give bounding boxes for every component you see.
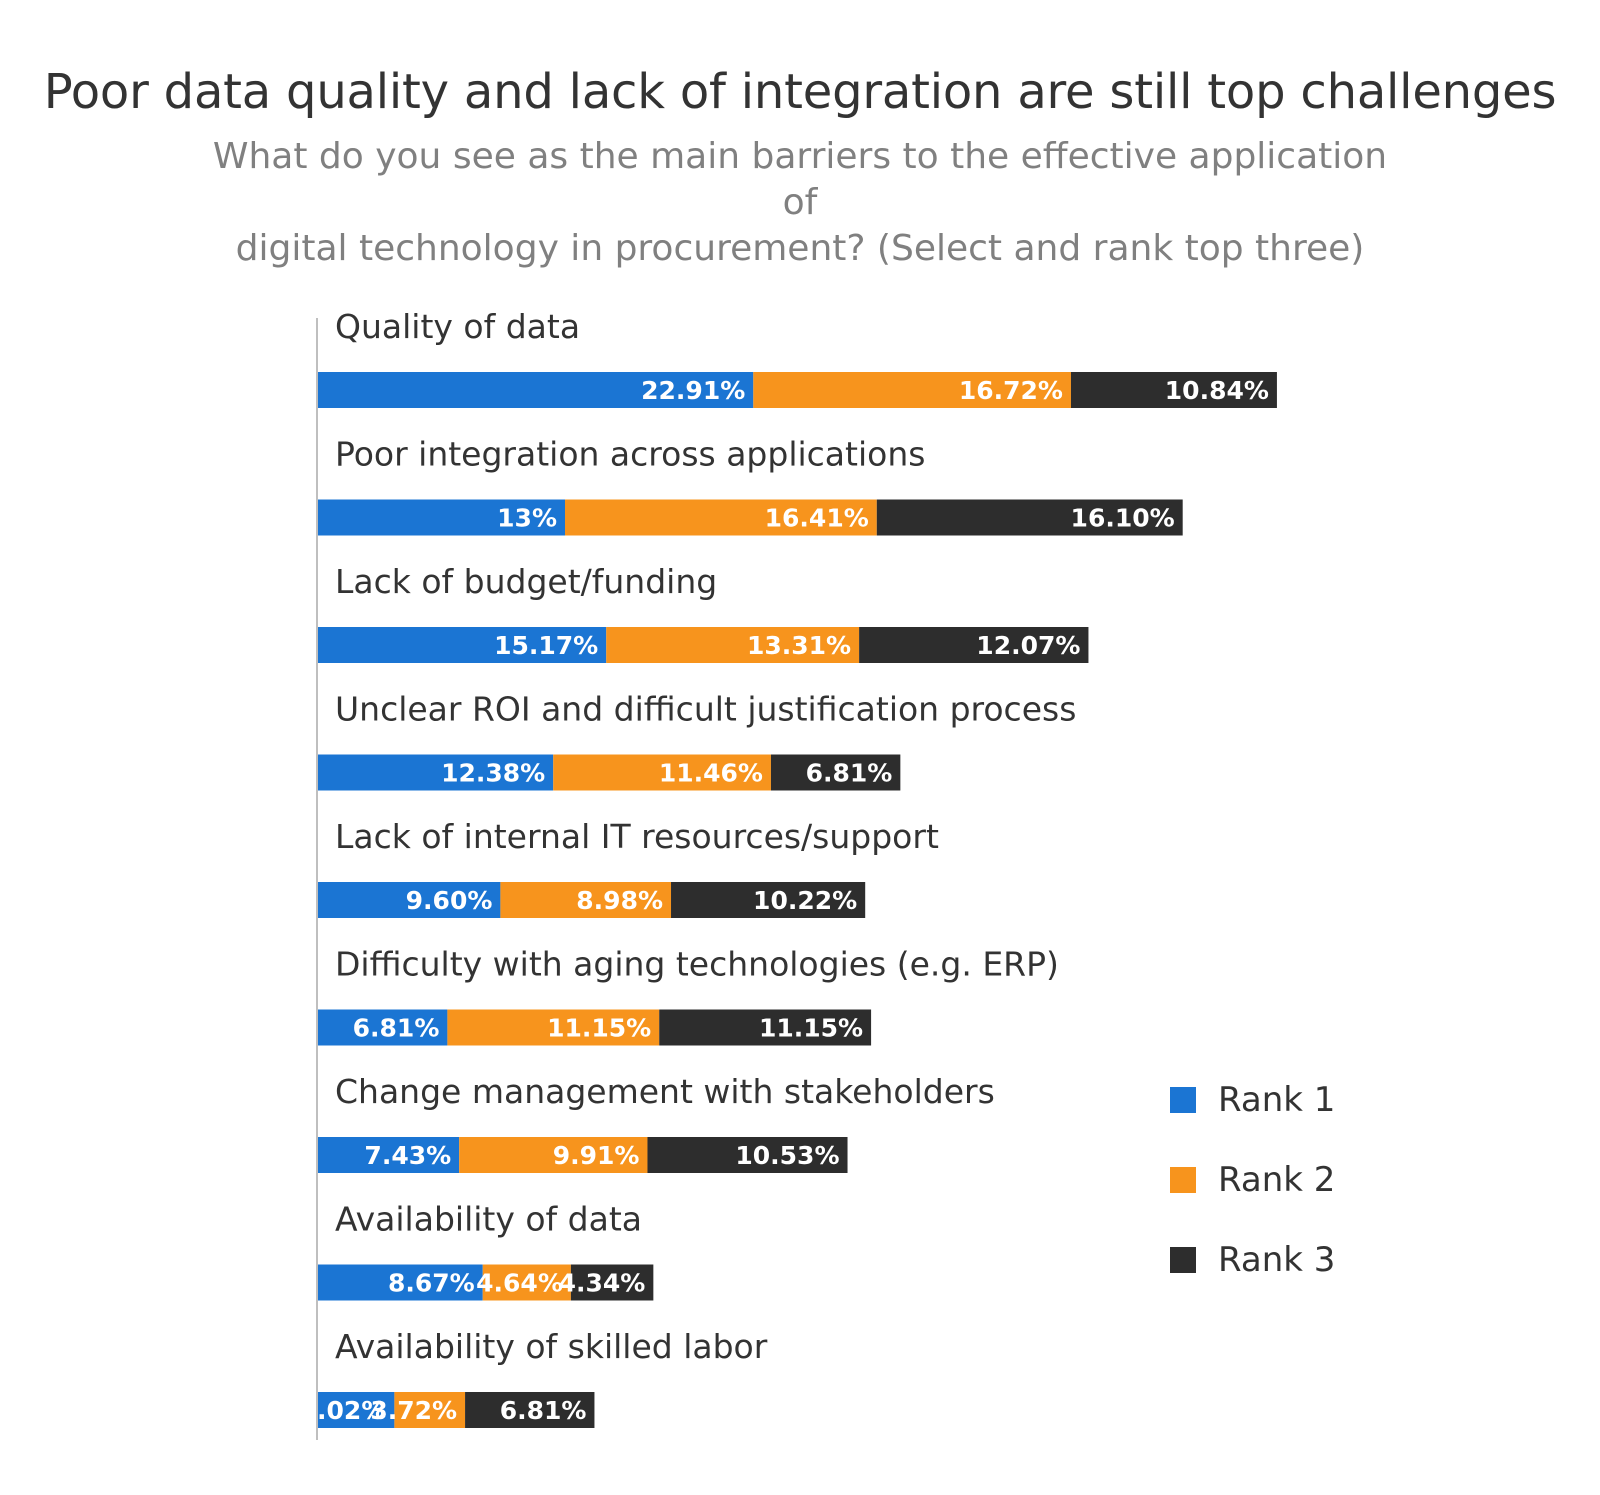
value-label-availability-of-data-rank-2: 4.64% [476,1269,563,1298]
chart-subtitle: What do you see as the main barriers to … [200,134,1400,272]
bar-change-management-with-stakeholders-rank-1 [318,1137,460,1173]
value-label-availability-of-skilled-labor-rank-1: 4.02% [300,1396,387,1425]
value-label-change-management-with-stakeholders-rank-3: 10.53% [735,1141,839,1170]
value-label-poor-integration-across-applications-rank-1: 13% [497,504,557,533]
bar-quality-of-data-rank-3 [1070,372,1277,408]
bar-poor-integration-across-applications-rank-3 [876,499,1183,536]
legend: Rank 1 Rank 2 Rank 3 [1170,1060,1335,1300]
bars-group: Quality of data 22.91% 16.72% 10.84% Poor in… [300,307,1277,1428]
bar-lack-of-internal-it-resources-support-rank-1 [318,882,501,918]
bar-lack-of-internal-it-resources-support-rank-3 [671,882,866,918]
value-label-change-management-with-stakeholders-rank-1: 7.43% [364,1141,451,1170]
bar-unclear-roi-and-difficult-justification-process-rank-1 [318,754,554,791]
bar-lack-of-budget-funding-rank-2 [606,627,860,663]
legend-label-rank-2: Rank 2 [1218,1160,1336,1200]
bar-quality-of-data-rank-1 [318,372,754,408]
bar-availability-of-data-rank-3 [570,1264,654,1301]
bar-change-management-with-stakeholders-rank-2 [459,1137,648,1173]
value-label-quality-of-data-rank-3: 10.84% [1165,376,1269,405]
bar-availability-of-skilled-labor-rank-1 [318,1392,395,1428]
value-label-difficulty-with-aging-technologies-e-g-erp-rank-1: 6.81% [353,1014,440,1043]
category-label-lack-of-budget-funding: Lack of budget/funding [335,562,717,601]
category-label-change-management-with-stakeholders: Change management with stakeholders [335,1072,995,1111]
value-label-quality-of-data-rank-1: 22.91% [641,376,745,405]
bar-lack-of-budget-funding-rank-3 [859,627,1089,663]
value-label-unclear-roi-and-difficult-justification-process-rank-1: 12.38% [441,759,545,788]
subtitle-line-2: digital technology in procurement? (Sele… [235,228,1365,269]
bar-unclear-roi-and-difficult-justification-process-rank-3 [770,754,901,791]
value-label-quality-of-data-rank-2: 16.72% [959,376,1063,405]
bar-change-management-with-stakeholders-rank-3 [647,1137,848,1173]
value-label-availability-of-data-rank-3: 4.34% [559,1269,646,1298]
bar-difficulty-with-aging-technologies-e-g-erp-rank-2 [447,1009,660,1046]
bar-poor-integration-across-applications-rank-2 [565,499,877,536]
category-label-difficulty-with-aging-technologies-e-g-erp: Difficulty with aging technologies (e.g.… [335,945,1059,984]
legend-label-rank-3: Rank 3 [1218,1240,1336,1280]
legend-swatch-rank-2 [1170,1167,1196,1193]
value-label-unclear-roi-and-difficult-justification-process-rank-3: 6.81% [806,759,893,788]
category-label-availability-of-data: Availability of data [335,1200,642,1239]
category-label-unclear-roi-and-difficult-justification-process: Unclear ROI and difficult justification … [335,690,1076,729]
bar-quality-of-data-rank-2 [753,372,1071,408]
category-label-poor-integration-across-applications: Poor integration across applications [335,435,925,474]
subtitle-line-1: What do you see as the main barriers to … [212,136,1388,223]
bar-availability-of-skilled-labor-rank-2 [394,1392,466,1428]
bar-poor-integration-across-applications-rank-1 [318,499,565,536]
value-label-lack-of-internal-it-resources-support-rank-2: 8.98% [576,886,663,915]
value-label-lack-of-budget-funding-rank-3: 12.07% [976,631,1080,660]
category-label-lack-of-internal-it-resources-support: Lack of internal IT resources/support [335,817,939,856]
bar-lack-of-internal-it-resources-support-rank-2 [500,882,672,918]
bar-lack-of-budget-funding-rank-1 [318,627,607,663]
value-label-lack-of-budget-funding-rank-1: 15.17% [494,631,598,660]
value-label-lack-of-budget-funding-rank-2: 13.31% [747,631,851,660]
legend-label-rank-1: Rank 1 [1218,1080,1336,1120]
value-label-difficulty-with-aging-technologies-e-g-erp-rank-2: 11.15% [547,1014,651,1043]
value-label-change-management-with-stakeholders-rank-2: 9.91% [553,1141,640,1170]
legend-swatch-rank-3 [1170,1247,1196,1273]
bar-difficulty-with-aging-technologies-e-g-erp-rank-1 [318,1009,448,1046]
legend-item-rank-3: Rank 3 [1170,1220,1335,1300]
value-label-unclear-roi-and-difficult-justification-process-rank-2: 11.46% [659,759,763,788]
bar-availability-of-data-rank-2 [482,1264,571,1301]
value-label-poor-integration-across-applications-rank-3: 16.10% [1071,504,1175,533]
value-label-poor-integration-across-applications-rank-2: 16.41% [765,504,869,533]
value-label-lack-of-internal-it-resources-support-rank-1: 9.60% [406,886,493,915]
legend-item-rank-1: Rank 1 [1170,1060,1335,1140]
bar-unclear-roi-and-difficult-justification-process-rank-2 [553,754,771,791]
value-label-availability-of-skilled-labor-rank-2: 3.72% [370,1396,457,1425]
bar-difficulty-with-aging-technologies-e-g-erp-rank-3 [659,1009,872,1046]
category-label-availability-of-skilled-labor: Availability of skilled labor [335,1327,768,1366]
value-label-availability-of-skilled-labor-rank-3: 6.81% [500,1396,587,1425]
bar-availability-of-data-rank-1 [318,1264,483,1301]
legend-item-rank-2: Rank 2 [1170,1140,1335,1220]
value-label-difficulty-with-aging-technologies-e-g-erp-rank-3: 11.15% [759,1014,863,1043]
value-label-lack-of-internal-it-resources-support-rank-3: 10.22% [753,886,857,915]
legend-swatch-rank-1 [1170,1087,1196,1113]
chart-title: Poor data quality and lack of integratio… [43,64,1557,120]
bar-availability-of-skilled-labor-rank-3 [465,1392,595,1428]
value-label-availability-of-data-rank-1: 8.67% [388,1269,475,1298]
category-label-quality-of-data: Quality of data [335,307,580,346]
